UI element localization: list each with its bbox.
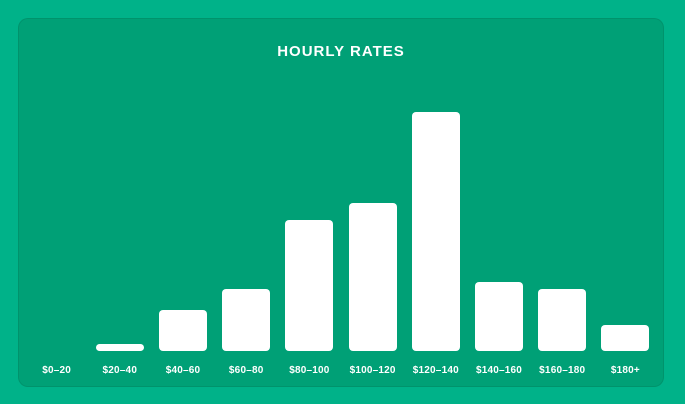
bar-column: [151, 59, 214, 351]
bar-column: [594, 59, 657, 351]
bar-column: [341, 59, 404, 351]
bar: [411, 112, 460, 351]
bar-column: [88, 59, 151, 351]
x-axis-label: $160–180: [539, 365, 586, 376]
bar-column: [278, 59, 341, 351]
bar-column: [215, 59, 278, 351]
bar-column: [25, 59, 88, 351]
x-axis-label: $180+: [610, 365, 640, 376]
bar-chart-plot-area: [25, 59, 657, 351]
bar: [285, 219, 334, 351]
bar-column: [531, 59, 594, 351]
chart-card: HOURLY RATES $0–20 $20–40 $40–60 $60–80 $80–…: [18, 18, 664, 387]
bar: [475, 281, 524, 351]
bar: [348, 202, 397, 351]
chart-title: HOURLY RATES: [277, 43, 405, 60]
bar-column: [467, 59, 530, 351]
x-axis-label: $60–80: [228, 365, 264, 376]
x-axis-label: $100–120: [349, 365, 396, 376]
bar: [538, 288, 587, 351]
x-axis-label: $0–20: [42, 365, 71, 376]
x-axis-label: $20–40: [102, 365, 138, 376]
x-axis-label: $40–60: [165, 365, 201, 376]
x-axis-label: $120–140: [412, 365, 459, 376]
bar: [601, 324, 650, 351]
x-axis-label: $140–160: [475, 365, 523, 376]
bar: [159, 310, 207, 351]
bar: [222, 288, 271, 351]
x-axis-label: $80–100: [289, 365, 330, 376]
bar: [95, 343, 144, 351]
x-axis-labels: $0–20 $20–40 $40–60 $60–80 $80–100 $100–120 $1…: [25, 364, 657, 377]
bar-column: [404, 59, 467, 351]
